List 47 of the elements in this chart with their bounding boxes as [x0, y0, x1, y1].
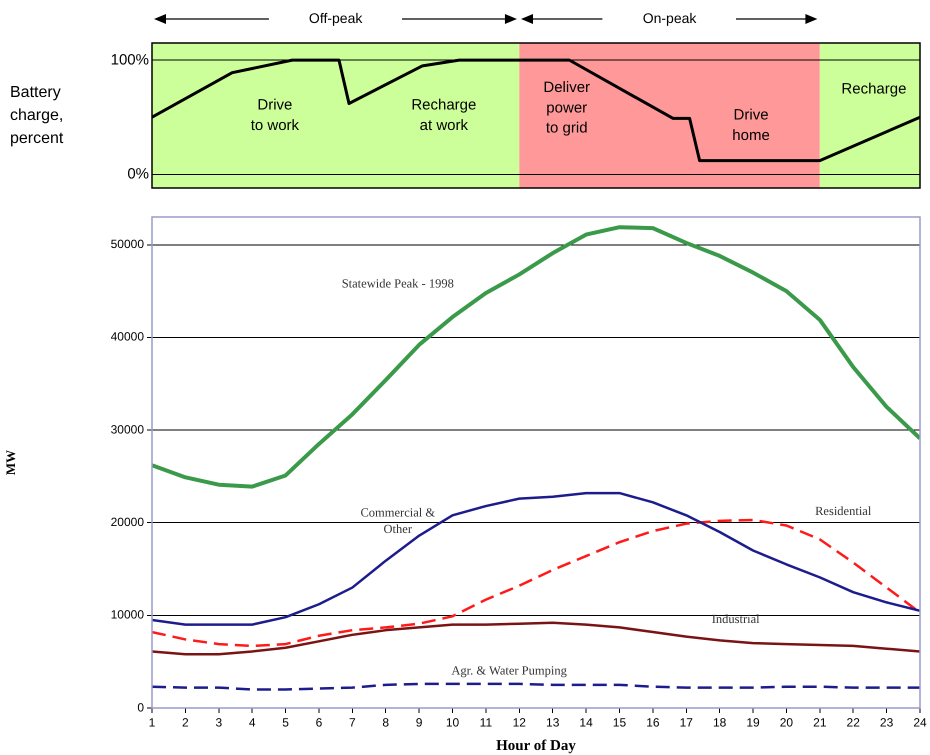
x-tick-label: 3 [215, 716, 222, 730]
x-tick-label: 8 [382, 716, 390, 730]
band-label: Off-peak [308, 10, 364, 26]
x-tick-label: 20 [780, 716, 794, 730]
x-tick-label: 22 [846, 716, 860, 730]
x-tick-label: 13 [546, 716, 560, 730]
y-axis-title: MW [3, 450, 18, 476]
x-axis-title: Hour of Day [496, 738, 576, 754]
x-tick-label: 23 [880, 716, 894, 730]
x-tick-label: 18 [712, 716, 727, 730]
x-tick-label: 7 [349, 716, 356, 730]
x-tick-label: 17 [680, 716, 694, 730]
annotation: Recharge at work [411, 96, 476, 134]
x-tick-label: 5 [282, 716, 290, 730]
y-tick-label: 40000 [110, 330, 144, 344]
x-tick-label: 9 [416, 716, 423, 730]
band-label: On-peak [642, 10, 698, 26]
y-tick-label: 30000 [110, 422, 144, 436]
series-label: Commercial & Other [360, 505, 436, 536]
x-tick-label: 19 [746, 716, 760, 730]
x-tick-label: 15 [612, 716, 626, 730]
y-tick-label: 0 [137, 700, 144, 714]
series-label: Industrial [712, 612, 760, 626]
x-tick-label: 10 [446, 716, 460, 730]
y-tick-label: 0% [127, 165, 149, 182]
annotation: Recharge [841, 80, 906, 98]
annotation: Deliver power to grid [543, 79, 590, 137]
series-label: Statewide Peak - 1998 [342, 276, 454, 291]
y-tick-label: 100% [110, 51, 149, 68]
x-tick-label: 14 [579, 716, 594, 730]
series-label: Residential [815, 504, 872, 518]
x-tick-label: 6 [316, 716, 323, 730]
series-label: Agr. & Water Pumping [451, 663, 568, 678]
y-tick-label: 20000 [110, 515, 144, 530]
x-tick-label: 16 [646, 716, 660, 730]
x-tick-label: 12 [512, 716, 526, 730]
y-tick-label: 10000 [110, 608, 144, 622]
x-tick-label: 1 [148, 716, 156, 730]
annotation: Drive home [732, 106, 770, 144]
x-tick-label: 11 [480, 716, 492, 730]
y-tick-label: 50000 [110, 237, 144, 252]
x-tick-label: 4 [248, 716, 256, 730]
x-tick-label: 21 [813, 716, 827, 730]
y-axis-title: Battery charge, percent [10, 84, 64, 147]
x-tick-label: 2 [182, 716, 190, 730]
x-tick-label: 24 [913, 716, 927, 730]
annotation: Drive to work [250, 96, 300, 134]
